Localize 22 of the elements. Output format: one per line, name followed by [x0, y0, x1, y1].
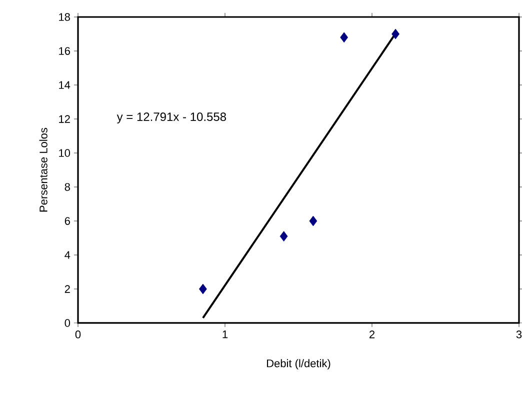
- y-axis-title: Persentase Lolos: [39, 128, 48, 212]
- y-tick-label: 8: [64, 183, 70, 191]
- y-tick-label: 16: [59, 47, 70, 55]
- point: [309, 216, 318, 226]
- x-tick-label: 0: [75, 330, 81, 338]
- x-tick-label: 3: [516, 330, 522, 338]
- point: [340, 32, 348, 43]
- y-tick-label: 0: [64, 319, 70, 327]
- y-tick-label: 12: [59, 115, 70, 123]
- x-axis-title: Debit (l/detik): [267, 359, 330, 370]
- y-tick-label: 14: [59, 81, 70, 89]
- x-tick-label: 1: [222, 330, 228, 338]
- annotation: y = 12.791x - 10.558: [116, 112, 226, 124]
- y-tick-label: 6: [64, 217, 70, 225]
- point: [392, 28, 400, 40]
- x-tick-label: 2: [369, 330, 375, 338]
- y-tick-label: 10: [59, 149, 70, 157]
- point: [280, 231, 288, 242]
- y-tick-label: 2: [64, 285, 70, 293]
- point: [199, 284, 207, 294]
- y-tick-label: 18: [59, 13, 70, 21]
- y-tick-label: 4: [64, 251, 70, 259]
